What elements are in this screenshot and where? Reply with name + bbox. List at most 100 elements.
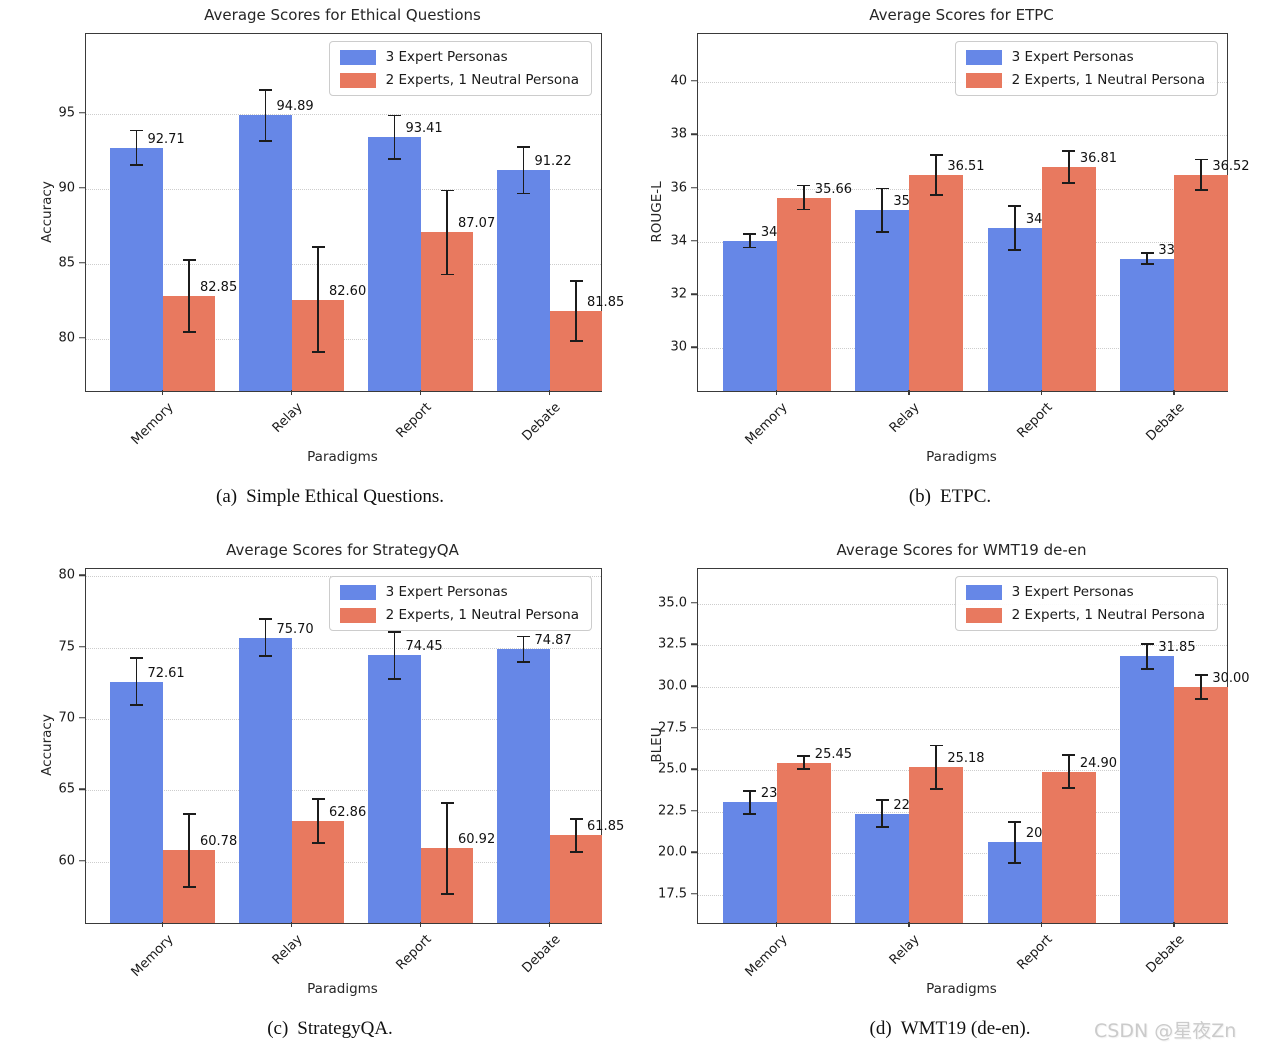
y-tick-mark xyxy=(691,851,697,853)
error-bar-cap-bottom xyxy=(258,654,272,657)
error-bar-cap-top xyxy=(182,813,196,815)
error-bar-line xyxy=(188,814,190,887)
error-bar-line xyxy=(748,234,751,248)
y-tick-label: 85 xyxy=(58,255,75,270)
bar-value-label: 24.90 xyxy=(1079,755,1118,771)
bar-value-label: 87.07 xyxy=(458,216,496,232)
legend-label: 2 Experts, 1 Neutral Persona xyxy=(385,72,579,88)
error-bar-cap-top xyxy=(1194,158,1208,161)
grid-line xyxy=(86,790,601,792)
legend-entry: 2 Experts, 1 Neutral Persona xyxy=(339,607,579,623)
chart-panel-a: Average Scores for Ethical Questions Accu… xyxy=(30,0,630,525)
bar-series1 xyxy=(1120,258,1175,391)
error-bar-line xyxy=(317,798,319,843)
caption-label: (b) xyxy=(908,486,931,507)
y-tick-label: 22.5 xyxy=(658,803,687,819)
error-bar-cap-bottom xyxy=(1194,697,1208,700)
legend-swatch-series2 xyxy=(339,607,376,623)
bar-value-label: 61.85 xyxy=(587,819,625,835)
error-bar-cap-bottom xyxy=(743,246,757,249)
error-bar-line xyxy=(575,280,577,341)
error-bar-cap-bottom xyxy=(1140,667,1154,670)
legend: 3 Expert Personas 2 Experts, 1 Neutral Pe… xyxy=(954,41,1218,96)
error-bar-cap-bottom xyxy=(1062,182,1076,184)
y-tick-mark xyxy=(79,717,85,719)
error-bar-cap-top xyxy=(311,246,325,248)
grid-line xyxy=(86,718,601,720)
grid-line xyxy=(86,113,601,115)
x-tick-mark xyxy=(775,922,778,927)
bar-series1 xyxy=(722,240,777,391)
error-bar-cap-bottom xyxy=(311,842,325,844)
x-tick-mark xyxy=(290,922,293,927)
error-bar-line xyxy=(1146,643,1149,669)
y-axis-label: Accuracy xyxy=(39,714,55,776)
plot-area: 34.0435.6635.1836.5134.5136.8133.3736.52… xyxy=(697,33,1250,392)
error-bar-line xyxy=(446,802,448,895)
y-tick-mark xyxy=(691,643,697,646)
y-tick-label: 80 xyxy=(58,567,75,583)
error-bar-cap-bottom xyxy=(797,208,811,211)
error-bar-cap-bottom xyxy=(1140,263,1154,265)
error-bar-line xyxy=(1200,675,1203,699)
y-tick-label: 30.0 xyxy=(658,678,687,694)
error-bar-line xyxy=(802,755,805,770)
legend-entry: 2 Experts, 1 Neutral Persona xyxy=(965,607,1205,623)
error-bar-cap-top xyxy=(387,630,401,633)
y-tick-mark xyxy=(79,111,85,114)
error-bar-cap-bottom xyxy=(182,885,196,888)
bar-value-label: 93.41 xyxy=(405,121,443,137)
x-tick-mark xyxy=(1173,922,1175,927)
error-bar-cap-top xyxy=(516,635,530,638)
error-bar-line xyxy=(935,745,938,789)
bar-series2 xyxy=(1041,166,1096,391)
bar-series2 xyxy=(1174,687,1229,923)
error-bar-line xyxy=(748,790,751,814)
chart-panel-b: Average Scores for ETPC ROUGE-L Paradigms 3… xyxy=(640,0,1260,525)
error-bar-cap-top xyxy=(1062,150,1076,152)
y-tick-mark xyxy=(691,768,697,770)
y-tick-label: 20.0 xyxy=(658,844,687,860)
error-bar-line xyxy=(1200,159,1203,190)
y-tick-mark xyxy=(691,133,697,135)
y-tick-label: 40 xyxy=(670,73,687,89)
x-tick-mark xyxy=(419,922,422,927)
grid-line xyxy=(698,687,1227,688)
x-tick-label: Relay xyxy=(887,932,923,968)
x-tick-mark xyxy=(1173,390,1175,395)
bar-value-label: 91.22 xyxy=(534,154,572,170)
bar-value-label: 25.18 xyxy=(947,751,985,767)
grid-line xyxy=(698,135,1227,137)
x-tick-label: Memory xyxy=(128,932,177,980)
legend-entry: 2 Experts, 1 Neutral Persona xyxy=(339,72,579,88)
error-bar-cap-top xyxy=(1062,754,1076,757)
bar-value-label: 62.86 xyxy=(329,804,367,820)
error-bar-cap-top xyxy=(875,187,889,190)
error-bar-cap-bottom xyxy=(1008,249,1022,251)
error-bar-cap-bottom xyxy=(440,273,454,276)
bar-series1 xyxy=(855,813,910,923)
x-tick-label: Report xyxy=(393,400,435,442)
error-bar-cap-top xyxy=(129,129,143,132)
chart-title: Average Scores for WMT19 de-en xyxy=(836,541,1087,559)
x-tick-label: Memory xyxy=(128,400,177,448)
error-bar-line xyxy=(575,818,577,852)
error-bar-line xyxy=(264,619,267,656)
y-tick-mark xyxy=(79,261,85,264)
bar-series1 xyxy=(987,228,1042,391)
y-tick-mark xyxy=(79,788,85,790)
caption-text: Simple Ethical Questions. xyxy=(246,486,444,507)
csdn-watermark: CSDN @星夜Zn xyxy=(1094,1020,1237,1042)
bar-value-label: 75.70 xyxy=(276,621,314,637)
y-tick-mark xyxy=(691,726,697,729)
chart-strategyqa: Average Scores for StrategyQA Accuracy Par… xyxy=(30,535,630,1053)
error-bar-line xyxy=(188,259,190,332)
error-bar-line xyxy=(135,130,138,166)
x-tick-mark xyxy=(548,922,551,927)
y-tick-mark xyxy=(691,80,697,82)
bar-series2 xyxy=(909,767,964,923)
error-bar-cap-top xyxy=(743,789,757,792)
legend-entry: 2 Experts, 1 Neutral Persona xyxy=(965,72,1205,88)
chart-caption: (a) Simple Ethical Questions. xyxy=(30,486,630,508)
error-bar-cap-top xyxy=(569,279,583,282)
